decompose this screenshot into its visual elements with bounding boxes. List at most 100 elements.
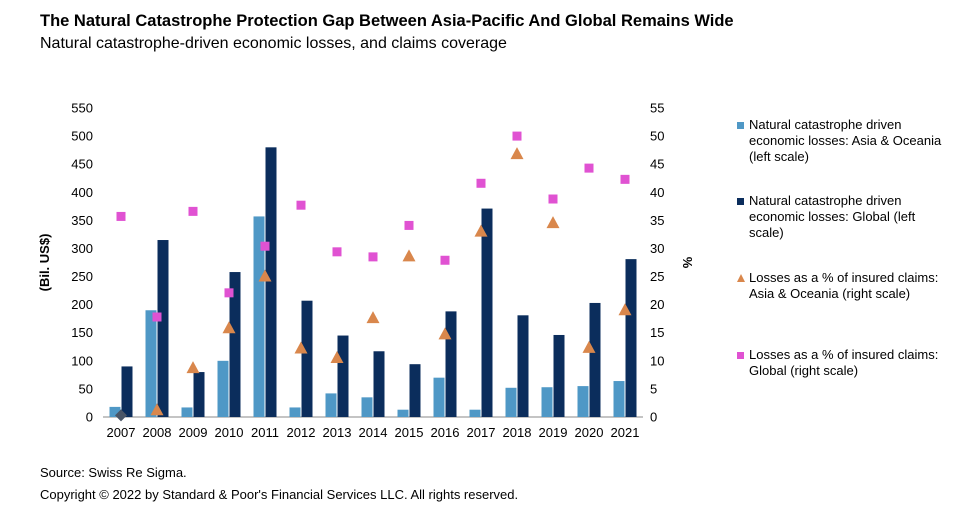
point-global-pct <box>404 220 414 230</box>
bar-global-losses <box>553 334 565 417</box>
point-asia-pct <box>222 321 236 334</box>
chart-title: The Natural Catastrophe Protection Gap B… <box>40 12 734 30</box>
source-note: Source: Swiss Re Sigma. <box>40 465 187 480</box>
bar-global-losses <box>229 272 241 417</box>
y2-tick-label: 45 <box>650 157 664 172</box>
legend-label-asia-pct: Losses as a % of insured claims: Asia & … <box>749 270 939 301</box>
y2-tick-label: 50 <box>650 129 664 144</box>
legend-marker-asia-losses <box>737 122 744 129</box>
bar-asia-losses <box>181 407 193 417</box>
bar-global-losses <box>337 335 349 417</box>
bar-global-losses <box>121 366 133 417</box>
point-global-pct <box>440 255 450 265</box>
bar-global-losses <box>517 315 529 417</box>
point-asia-pct <box>618 303 632 316</box>
bar-global-losses <box>445 311 457 417</box>
x-tick-label: 2014 <box>359 425 388 440</box>
legend-item-global-pct: Losses as a % of insured claims: Global … <box>737 347 952 379</box>
y-tick-label: 500 <box>71 129 93 144</box>
x-tick-label: 2011 <box>251 425 279 440</box>
copyright-note: Copyright © 2022 by Standard & Poor's Fi… <box>40 487 519 502</box>
y2-axis-label: % <box>680 257 695 269</box>
bar-asia-losses <box>541 387 553 417</box>
chart-subtitle: Natural catastrophe-driven economic loss… <box>40 35 507 52</box>
legend-label-asia-losses: Natural catastrophe driven economic loss… <box>749 117 942 164</box>
x-tick-label: 2010 <box>215 425 244 440</box>
y-tick-label: 250 <box>71 269 93 284</box>
point-asia-pct <box>402 249 416 262</box>
bar-asia-losses <box>433 377 445 417</box>
legend-item-asia-losses: Natural catastrophe driven economic loss… <box>737 117 952 165</box>
bar-global-losses <box>481 208 493 417</box>
y-tick-label: 300 <box>71 241 93 256</box>
bar-asia-losses <box>325 393 337 417</box>
point-global-pct <box>260 241 270 251</box>
bar-asia-losses <box>217 360 229 417</box>
y2-tick-label: 35 <box>650 213 664 228</box>
point-asia-pct <box>582 340 596 353</box>
point-global-pct <box>296 200 306 210</box>
y-tick-label: 350 <box>71 213 93 228</box>
legend-marker-global-losses <box>737 198 744 205</box>
legend-item-asia-pct: Losses as a % of insured claims: Asia & … <box>737 270 952 302</box>
point-global-pct <box>476 178 486 188</box>
y-tick-label: 50 <box>79 381 93 396</box>
bar-global-losses <box>589 302 601 417</box>
point-asia-pct <box>294 341 308 354</box>
point-asia-pct <box>438 327 452 340</box>
bar-global-losses <box>373 351 385 417</box>
bar-global-losses <box>409 364 421 417</box>
x-tick-label: 2009 <box>179 425 208 440</box>
point-global-pct <box>584 163 594 173</box>
point-asia-pct <box>330 351 344 364</box>
x-tick-label: 2013 <box>323 425 352 440</box>
x-tick-label: 2017 <box>467 425 496 440</box>
bar-asia-losses <box>145 310 157 417</box>
legend-marker-asia-pct <box>737 274 745 282</box>
y-tick-label: 550 <box>71 101 93 116</box>
y-tick-label: 400 <box>71 185 93 200</box>
point-asia-pct <box>258 269 272 282</box>
bar-asia-losses <box>109 406 121 417</box>
y2-tick-label: 5 <box>650 381 657 396</box>
point-global-pct <box>368 252 378 262</box>
point-asia-pct <box>115 409 127 422</box>
bar-global-losses <box>301 300 313 417</box>
bar-asia-losses <box>577 386 589 417</box>
bar-global-losses <box>625 259 637 417</box>
legend-label-global-pct: Losses as a % of insured claims: Global … <box>749 347 939 378</box>
bar-asia-losses <box>253 216 265 417</box>
point-asia-pct <box>186 361 200 374</box>
y-tick-label: 0 <box>86 410 93 425</box>
point-asia-pct <box>474 224 488 237</box>
x-tick-label: 2012 <box>287 425 316 440</box>
bar-global-losses <box>265 147 277 417</box>
point-asia-pct <box>150 403 164 416</box>
bar-global-losses <box>193 372 205 417</box>
bar-asia-losses <box>505 387 517 417</box>
point-global-pct <box>188 206 198 216</box>
x-tick-label: 2020 <box>575 425 604 440</box>
x-tick-label: 2015 <box>395 425 424 440</box>
point-global-pct <box>332 247 342 257</box>
x-tick-label: 2021 <box>611 425 640 440</box>
y2-tick-label: 0 <box>650 410 657 425</box>
bar-asia-losses <box>361 397 373 417</box>
legend-marker-global-pct <box>737 352 744 359</box>
x-tick-label: 2018 <box>503 425 532 440</box>
bar-asia-losses <box>289 407 301 417</box>
legend-item-global-losses: Natural catastrophe driven economic loss… <box>737 193 952 241</box>
point-global-pct <box>152 312 162 322</box>
point-global-pct <box>116 211 126 221</box>
y2-tick-label: 10 <box>650 353 664 368</box>
y-axis-label: (Bil. US$) <box>37 234 52 292</box>
x-tick-label: 2019 <box>539 425 568 440</box>
x-tick-label: 2016 <box>431 425 460 440</box>
point-global-pct <box>548 194 558 204</box>
y2-tick-label: 20 <box>650 297 664 312</box>
point-asia-pct <box>546 216 560 229</box>
y2-tick-label: 30 <box>650 241 664 256</box>
bar-global-losses <box>157 240 169 417</box>
y-tick-label: 450 <box>71 157 93 172</box>
